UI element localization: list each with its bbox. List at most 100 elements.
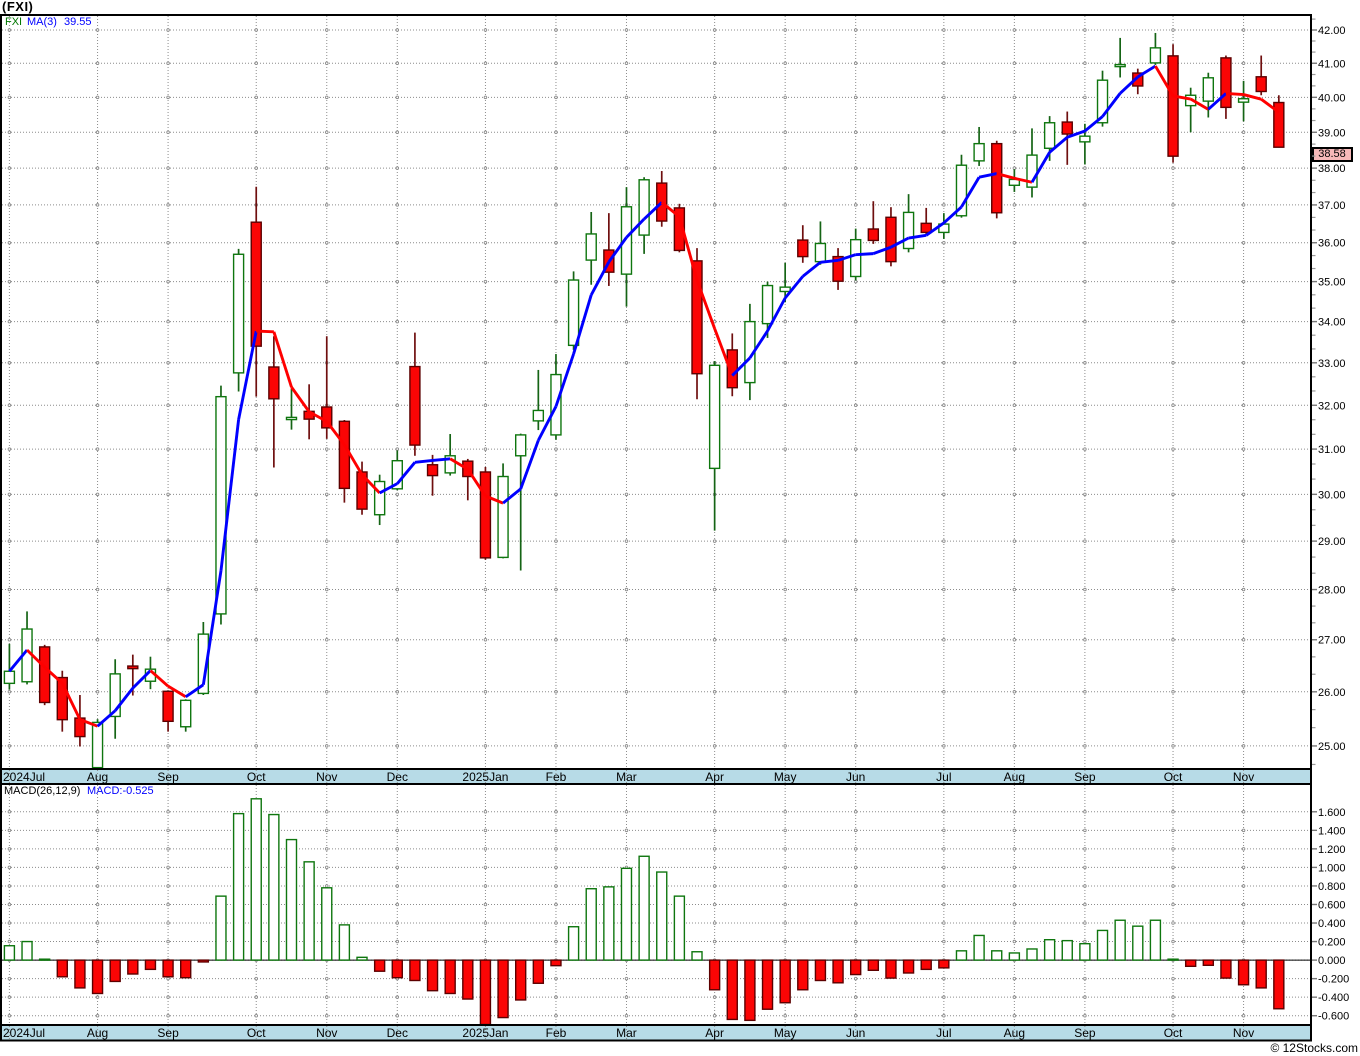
macd-bar [532,959,545,984]
macd-bar [462,959,474,1000]
price-axis-label: 42.00 [1318,25,1346,37]
candle-box [162,690,174,723]
ma3-line-segment [378,482,398,495]
grid-intersections-marker [712,279,717,284]
candle [779,262,791,303]
candle-box [902,211,915,250]
grid-intersections-marker [95,166,100,170]
macd-grid-intersections-marker [1171,865,1175,870]
candle-box [832,255,844,282]
candle [1026,128,1038,198]
candle-box [497,475,509,559]
ma3-line-segment [290,386,311,413]
macd-grid-intersections-marker [554,810,558,814]
grid-intersections-marker [1241,492,1246,497]
macd-grid-intersections-marker [254,995,258,999]
grid-intersections-marker [1012,447,1017,451]
date-band-top-label: Feb [546,770,567,784]
macd-grid-intersections-marker [783,847,787,851]
candle-box [797,239,809,258]
price-axis-label: 39.00 [1318,127,1346,139]
grid-intersections-marker [483,240,488,245]
candle-box [885,216,897,263]
candle-box [567,279,580,347]
candle [409,332,421,456]
grid-intersections [7,28,1246,748]
macd-grid-intersections-marker [395,939,400,944]
macd-grid-intersections-marker [1241,1013,1246,1018]
ma3-line-segment [695,279,717,330]
macd-bar [920,959,932,971]
date-band-top-label: Oct [247,770,266,784]
macd-grid-intersections-marker [95,1013,100,1018]
grid-intersections-marker [942,690,946,694]
macd-bar [885,959,897,979]
grid-intersections-marker [554,61,558,66]
macd-grid-intersections-marker [166,1013,170,1018]
candle [1167,44,1179,163]
macd-grid-intersections-marker [166,921,170,925]
price-axis-label: 41.00 [1318,58,1346,70]
candle-box [91,721,104,768]
macd-bar [744,959,756,1022]
macd-grid-intersections-marker [1012,847,1017,851]
grid-intersections-marker [712,240,717,245]
grid-intersections-marker [254,447,258,451]
ma3-line-segment [1172,94,1191,101]
grid-intersections-marker [554,539,558,543]
ma3-line-segment [925,221,945,237]
grid-intersections-marker [942,492,946,497]
candle-box [708,364,721,470]
grid-intersections-marker [1241,203,1246,207]
grid-intersections-marker [95,203,100,207]
grid-intersections-marker [783,28,787,32]
macd-grid-intersections-marker [1083,939,1087,944]
grid-intersections-marker [624,587,629,592]
grid-intersections-marker [325,690,329,694]
macd-grid-intersections-marker [166,884,170,888]
macd-bar [144,959,157,971]
macd-grid-intersections-marker [95,810,100,814]
grid-intersections-marker [1241,744,1246,748]
candle [620,187,633,307]
grid-intersections-marker [7,130,12,135]
macd-grid-intersections-marker [95,921,100,925]
macd-grid-intersections-marker [1012,921,1017,925]
date-band-bottom: 2024Jul Aug Sep Oct Nov Dec 2025Jan Feb Mar Apr Ma… [2,1026,1310,1040]
macd-grid-intersections-marker [395,865,400,870]
grid-intersections-marker [783,166,787,170]
price-axis: 42.00 41.00 40.00 39.00 38.00 37.00 36.00 35.00… [1312,18,1346,766]
ma3-line-segment [219,419,241,571]
grid-intersections-marker [166,319,170,324]
candle [215,385,227,625]
candle [1184,87,1197,133]
grid-intersections-marker [1171,587,1175,592]
candle-box [232,253,245,374]
grid-intersections-marker [166,744,170,748]
candle-box [1132,72,1144,87]
macd-bar [497,959,509,1019]
macd-bar [91,959,104,995]
grid-intersections-marker [483,690,488,694]
macd-bar [197,959,210,963]
macd-bar [1220,959,1232,979]
macd-bar [21,940,33,961]
macd-bar [1114,919,1126,961]
grid-intersections-marker [853,28,858,32]
macd-grid-intersections-marker [783,939,787,944]
ma3-line-segment [502,487,522,505]
grid-intersections-marker [166,403,170,408]
macd-grid-intersections-marker [1241,921,1246,925]
candle [991,140,1003,219]
date-band-top: 2024Jul Aug Sep Oct Nov Dec 2025Jan Feb Mar Apr Ma… [2,770,1310,784]
macd-grid-intersections-marker [942,828,946,833]
macd-grid-intersections-marker [166,995,170,999]
grid-intersections-marker [254,637,258,642]
grid-intersections-marker [1012,637,1017,642]
grid-intersections-marker [254,95,258,100]
candle [797,225,809,263]
grid-intersections-marker [783,744,787,748]
grid-intersections-marker [325,539,329,543]
grid-intersections-marker [624,690,629,694]
ma3-line-segment [677,216,699,281]
